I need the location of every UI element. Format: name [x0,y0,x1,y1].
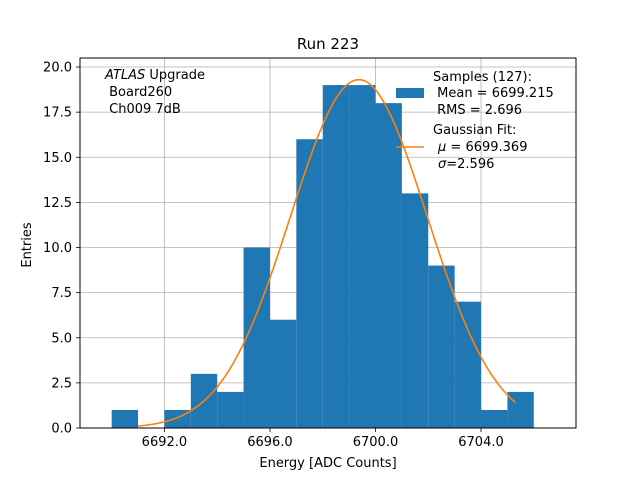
y-tick-label: 10.0 [43,241,72,256]
histogram-bar [454,301,482,428]
legend-fit-mu: μ = 6699.369 [437,140,527,155]
legend-mu-value: = 6699.369 [446,140,527,155]
gaussian-fit-curve [137,78,516,427]
histogram-bar [217,391,244,428]
y-tick-label: 17.5 [43,106,72,121]
y-tick-label: 5.0 [51,331,72,346]
y-tick-label: 2.5 [51,376,72,391]
annotation-line-2: Board260 [105,85,172,100]
x-tick-label: 6704.0 [458,435,504,450]
legend-samples-line-1: Samples (127): [433,70,532,85]
y-tick-label: 15.0 [43,151,72,166]
y-axis-label: Entries [20,222,35,268]
histogram-bar [349,85,376,428]
x-tick-label: 6696.0 [247,435,293,450]
histogram-bar [428,265,455,428]
histogram-bar [269,319,297,428]
legend-sigma-symbol: σ [438,157,447,172]
histogram-bar [375,103,402,428]
x-axis-label: Energy [ADC Counts] [259,456,396,471]
x-tick-label: 6700.0 [353,435,399,450]
annotation-line-3: Ch009 7dB [105,102,181,117]
histogram-bar [296,139,323,428]
y-tick-label: 12.5 [43,196,72,211]
legend: Samples (127): Mean = 6699.215 RMS = 2.6… [396,70,554,172]
y-tick-label: 7.5 [51,286,72,301]
y-tick-label: 0.0 [51,422,72,437]
annotation-line-1: ATLAS Upgrade [104,68,205,83]
x-tick-label: 6692.0 [142,435,188,450]
y-tick-label: 20.0 [43,61,72,76]
legend-mu-symbol: μ [437,140,446,155]
ticks-layer: 6692.0 6696.0 6700.0 6704.0 0.0 2.5 5.0 7.5 10.0… [43,61,504,450]
histogram-bar [322,85,350,428]
legend-samples-line-3: RMS = 2.696 [433,103,522,118]
legend-samples-patch [396,88,424,98]
annotation-upgrade: Upgrade [145,68,205,83]
legend-samples-line-2: Mean = 6699.215 [433,86,554,101]
fit-layer [137,78,516,427]
legend-sigma-value: =2.596 [446,157,494,172]
plot-frame [79,57,577,429]
bars-layer [111,85,534,428]
histogram-bar [481,409,508,428]
histogram-bar [507,391,534,428]
legend-fit-line-1: Gaussian Fit: [433,123,516,138]
chart-title: Run 223 [297,35,359,53]
histogram-bar [401,193,429,428]
legend-fit-sigma: σ=2.596 [438,157,494,172]
annotation-atlas-italic: ATLAS [104,68,145,83]
histogram-bar [243,247,270,428]
atlas-annotation: ATLAS Upgrade Board260 Ch009 7dB [104,68,205,117]
histogram-bar [111,409,139,428]
